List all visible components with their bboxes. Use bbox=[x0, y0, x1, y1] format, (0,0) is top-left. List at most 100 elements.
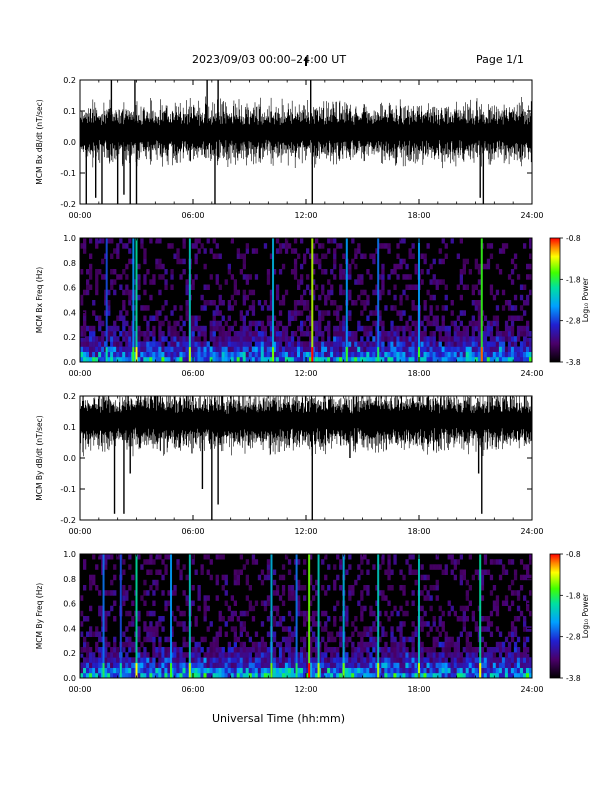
spectrogram-cell bbox=[152, 341, 156, 347]
spectrogram-cell bbox=[83, 657, 87, 663]
spectrogram-cell bbox=[182, 356, 186, 363]
spectrogram-cell bbox=[444, 284, 448, 290]
spectrogram-cell bbox=[242, 258, 246, 265]
spectrogram-cell bbox=[251, 356, 256, 363]
spectrogram-cell bbox=[176, 346, 180, 352]
spectrogram-cell bbox=[315, 610, 319, 617]
spectrogram-cell bbox=[465, 595, 469, 601]
spectrogram-cell bbox=[245, 667, 249, 674]
spectrogram-cell bbox=[260, 672, 265, 679]
spectrogram-cell bbox=[95, 564, 99, 570]
spectrogram-cell bbox=[110, 341, 114, 347]
spectrogram-cell bbox=[200, 341, 204, 347]
spectrogram-cell bbox=[131, 600, 135, 606]
spectrogram-cell bbox=[107, 356, 111, 363]
spectrogram-cell bbox=[324, 574, 328, 581]
spectrogram-cell bbox=[526, 346, 530, 352]
spectrogram-cell bbox=[471, 331, 475, 337]
panel-by_spectrogram: 00:00 06:00 12:00 18:00 24:000.00.20.40.60.8… bbox=[35, 550, 544, 694]
spectrogram-cell bbox=[303, 346, 307, 352]
spectrogram-cell bbox=[504, 647, 509, 653]
spectrogram-cell bbox=[351, 238, 355, 244]
spectrogram-cell bbox=[321, 310, 325, 316]
spectrogram-cell bbox=[182, 636, 186, 643]
spectrogram-cell bbox=[495, 346, 500, 352]
spectrogram-cell bbox=[209, 662, 213, 668]
spectrogram-cell bbox=[146, 320, 150, 327]
spectrogram-cell bbox=[384, 662, 388, 668]
spectrogram-cell bbox=[526, 294, 530, 301]
spectrogram-cell bbox=[137, 294, 141, 301]
spectrogram-cell bbox=[426, 647, 430, 653]
spectrogram-cell bbox=[143, 336, 147, 342]
spectrogram-cell bbox=[257, 300, 262, 306]
spectrogram-cell bbox=[170, 336, 174, 342]
spectrogram-cell bbox=[221, 346, 225, 352]
spectrogram-cell bbox=[306, 616, 310, 622]
spectrogram-cell bbox=[441, 351, 445, 358]
spectrogram-cell bbox=[284, 238, 289, 244]
spectrogram-cell bbox=[462, 331, 466, 337]
spectrogram-cell bbox=[423, 574, 427, 581]
spectrogram-cell bbox=[408, 636, 412, 643]
spectrogram-cell bbox=[441, 325, 445, 332]
spectrogram-cell bbox=[513, 351, 518, 358]
spectrogram-cell bbox=[131, 641, 135, 648]
spectrogram-cell bbox=[104, 652, 108, 658]
spectrogram-cell bbox=[158, 351, 162, 358]
spectrogram-cell bbox=[366, 662, 370, 668]
spectrogram-cell bbox=[303, 647, 307, 653]
spectrogram-cell bbox=[309, 647, 313, 653]
spectrogram-cell bbox=[149, 626, 153, 632]
spectrogram-cell bbox=[501, 662, 506, 668]
y-tick-label: 1.0 bbox=[63, 550, 76, 559]
spectrogram-cell bbox=[194, 238, 198, 244]
spectrogram-cell bbox=[300, 657, 304, 663]
spectrogram-cell bbox=[303, 636, 307, 643]
spectrogram-cell bbox=[393, 305, 397, 311]
spectrogram-cell bbox=[390, 320, 394, 327]
spectrogram-cell bbox=[453, 672, 457, 679]
spectrogram-cell bbox=[492, 320, 497, 327]
spectrogram-cell bbox=[83, 636, 87, 643]
spectrogram-cell bbox=[260, 657, 265, 663]
spectrogram-cell bbox=[480, 652, 485, 658]
spectrogram-cell bbox=[495, 305, 500, 311]
spectrogram-cell bbox=[426, 346, 430, 352]
spectrogram-cell bbox=[468, 269, 472, 275]
spectrogram-cell bbox=[507, 325, 512, 332]
spectrogram-cell bbox=[167, 600, 171, 606]
spectrogram-cell bbox=[465, 647, 469, 653]
spectrogram-cell bbox=[116, 351, 120, 358]
spectrogram-cell bbox=[477, 315, 482, 321]
spectrogram-cell bbox=[143, 351, 147, 358]
spectrogram-cell bbox=[450, 672, 454, 679]
spectrogram-cell bbox=[435, 585, 439, 591]
spectrogram-cell bbox=[360, 647, 364, 653]
spectrogram-cell bbox=[233, 284, 237, 290]
colorbar-tick-label: -0.8 bbox=[566, 234, 581, 243]
spectrogram-cell bbox=[119, 331, 123, 337]
spectrogram-cell bbox=[104, 564, 108, 570]
spectrogram-cell bbox=[275, 341, 280, 347]
spectrogram-cell bbox=[321, 657, 325, 663]
spectrogram-cell bbox=[381, 590, 385, 596]
spectrogram-cell bbox=[83, 585, 87, 591]
spectrogram-cell bbox=[414, 263, 418, 270]
spectrogram-cell bbox=[263, 652, 268, 658]
spectrogram-cell bbox=[224, 652, 228, 658]
spectrogram-cell bbox=[218, 672, 222, 679]
spectrogram-cell bbox=[170, 647, 174, 653]
spectrogram-cell bbox=[426, 672, 430, 679]
spectrogram-cell bbox=[80, 325, 84, 332]
spectrogram-cell bbox=[393, 263, 397, 270]
spectrogram-cell bbox=[450, 336, 454, 342]
spectrogram-cell bbox=[462, 621, 466, 627]
spectrogram-cell bbox=[164, 554, 168, 560]
spectrogram-cell bbox=[324, 300, 328, 306]
spectrogram-streak bbox=[479, 554, 482, 678]
spectrogram-cell bbox=[399, 325, 403, 332]
spectrogram-cell bbox=[260, 305, 265, 311]
spectrogram-cell bbox=[339, 616, 343, 622]
spectrogram-cell bbox=[303, 300, 307, 306]
